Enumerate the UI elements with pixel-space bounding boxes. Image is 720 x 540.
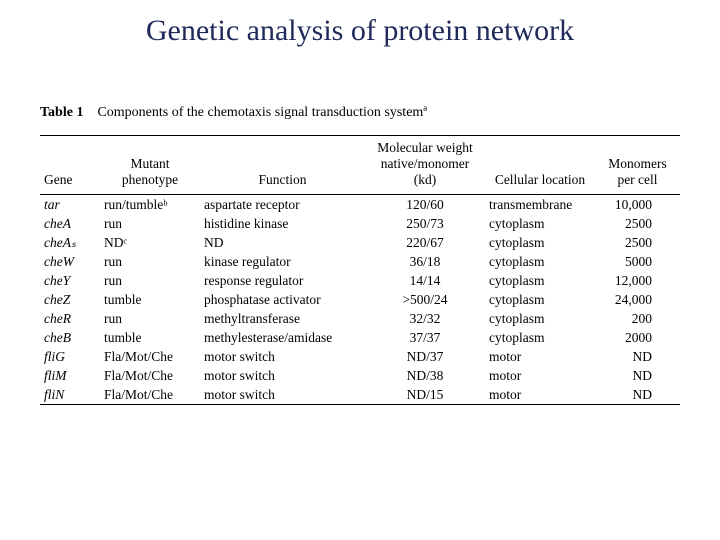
table-row: fliGFla/Mot/Chemotor switchND/37motorND xyxy=(40,347,680,366)
table-header-row: Gene Mutant phenotype Function Molecular… xyxy=(40,136,680,195)
table-row: cheRrunmethyltransferase32/32cytoplasm20… xyxy=(40,309,680,328)
cell-phenotype: run xyxy=(100,271,200,290)
cell-monomers: 2500 xyxy=(595,233,680,252)
col-mw: Molecular weight native/monomer (kd) xyxy=(365,136,485,195)
cell-location: cytoplasm xyxy=(485,233,595,252)
cell-function: motor switch xyxy=(200,366,365,385)
cell-monomers: 10,000 xyxy=(595,195,680,215)
cell-location: motor xyxy=(485,385,595,405)
cell-location: motor xyxy=(485,366,595,385)
cell-phenotype: Fla/Mot/Che xyxy=(100,366,200,385)
cell-gene: fliM xyxy=(40,366,100,385)
cell-location: cytoplasm xyxy=(485,271,595,290)
cell-phenotype: run/tumbleᵇ xyxy=(100,195,200,215)
cell-mw: 14/14 xyxy=(365,271,485,290)
cell-phenotype: tumble xyxy=(100,328,200,347)
cell-phenotype: Fla/Mot/Che xyxy=(100,347,200,366)
table-container: Table 1 Components of the chemotaxis sig… xyxy=(40,105,680,405)
cell-monomers: 2000 xyxy=(595,328,680,347)
table-row: tarrun/tumbleᵇaspartate receptor120/60tr… xyxy=(40,195,680,215)
table-row: fliNFla/Mot/Chemotor switchND/15motorND xyxy=(40,385,680,405)
cell-mw: >500/24 xyxy=(365,290,485,309)
cell-phenotype: NDᶜ xyxy=(100,233,200,252)
cell-mw: 120/60 xyxy=(365,195,485,215)
cell-monomers: 5000 xyxy=(595,252,680,271)
cell-gene: cheB xyxy=(40,328,100,347)
table-row: cheZtumblephosphatase activator>500/24cy… xyxy=(40,290,680,309)
cell-gene: cheY xyxy=(40,271,100,290)
table-number: Table 1 xyxy=(40,105,83,120)
cell-mw: ND/38 xyxy=(365,366,485,385)
cell-gene: fliN xyxy=(40,385,100,405)
slide: Genetic analysis of protein network Tabl… xyxy=(0,0,720,540)
cell-location: motor xyxy=(485,347,595,366)
cell-location: cytoplasm xyxy=(485,214,595,233)
cell-mw: 32/32 xyxy=(365,309,485,328)
table-caption: Table 1 Components of the chemotaxis sig… xyxy=(40,105,680,121)
table-row: cheArunhistidine kinase250/73cytoplasm25… xyxy=(40,214,680,233)
cell-function: ND xyxy=(200,233,365,252)
cell-function: methylesterase/amidase xyxy=(200,328,365,347)
cell-gene: cheA xyxy=(40,214,100,233)
cell-mw: ND/15 xyxy=(365,385,485,405)
table-caption-text: Components of the chemotaxis signal tran… xyxy=(97,105,427,120)
cell-mw: 36/18 xyxy=(365,252,485,271)
cell-location: cytoplasm xyxy=(485,290,595,309)
cell-function: kinase regulator xyxy=(200,252,365,271)
cell-monomers: ND xyxy=(595,385,680,405)
col-location: Cellular location xyxy=(485,136,595,195)
col-gene: Gene xyxy=(40,136,100,195)
col-monomers: Monomers per cell xyxy=(595,136,680,195)
cell-function: phosphatase activator xyxy=(200,290,365,309)
table-row: fliMFla/Mot/Chemotor switchND/38motorND xyxy=(40,366,680,385)
cell-gene: cheZ xyxy=(40,290,100,309)
cell-location: cytoplasm xyxy=(485,328,595,347)
cell-phenotype: run xyxy=(100,252,200,271)
cell-phenotype: Fla/Mot/Che xyxy=(100,385,200,405)
cell-function: response regulator xyxy=(200,271,365,290)
cell-gene: cheR xyxy=(40,309,100,328)
cell-function: motor switch xyxy=(200,347,365,366)
cell-gene: cheW xyxy=(40,252,100,271)
cell-phenotype: tumble xyxy=(100,290,200,309)
cell-function: methyltransferase xyxy=(200,309,365,328)
chemotaxis-table: Gene Mutant phenotype Function Molecular… xyxy=(40,135,680,405)
cell-function: histidine kinase xyxy=(200,214,365,233)
cell-monomers: 12,000 xyxy=(595,271,680,290)
cell-monomers: ND xyxy=(595,347,680,366)
table-row: cheWrunkinase regulator36/18cytoplasm500… xyxy=(40,252,680,271)
cell-gene: tar xyxy=(40,195,100,215)
cell-monomers: 200 xyxy=(595,309,680,328)
cell-location: transmembrane xyxy=(485,195,595,215)
cell-phenotype: run xyxy=(100,214,200,233)
col-function: Function xyxy=(200,136,365,195)
cell-mw: 250/73 xyxy=(365,214,485,233)
cell-monomers: ND xyxy=(595,366,680,385)
table-row: cheYrunresponse regulator14/14cytoplasm1… xyxy=(40,271,680,290)
cell-function: motor switch xyxy=(200,385,365,405)
cell-mw: ND/37 xyxy=(365,347,485,366)
cell-mw: 37/37 xyxy=(365,328,485,347)
cell-location: cytoplasm xyxy=(485,252,595,271)
cell-gene: cheAₛ xyxy=(40,233,100,252)
cell-function: aspartate receptor xyxy=(200,195,365,215)
cell-gene: fliG xyxy=(40,347,100,366)
slide-title: Genetic analysis of protein network xyxy=(0,14,720,48)
cell-location: cytoplasm xyxy=(485,309,595,328)
col-phenotype: Mutant phenotype xyxy=(100,136,200,195)
table-row: cheBtumblemethylesterase/amidase37/37cyt… xyxy=(40,328,680,347)
cell-monomers: 24,000 xyxy=(595,290,680,309)
table-body: tarrun/tumbleᵇaspartate receptor120/60tr… xyxy=(40,195,680,405)
cell-mw: 220/67 xyxy=(365,233,485,252)
table-row: cheAₛNDᶜND220/67cytoplasm2500 xyxy=(40,233,680,252)
cell-monomers: 2500 xyxy=(595,214,680,233)
cell-phenotype: run xyxy=(100,309,200,328)
